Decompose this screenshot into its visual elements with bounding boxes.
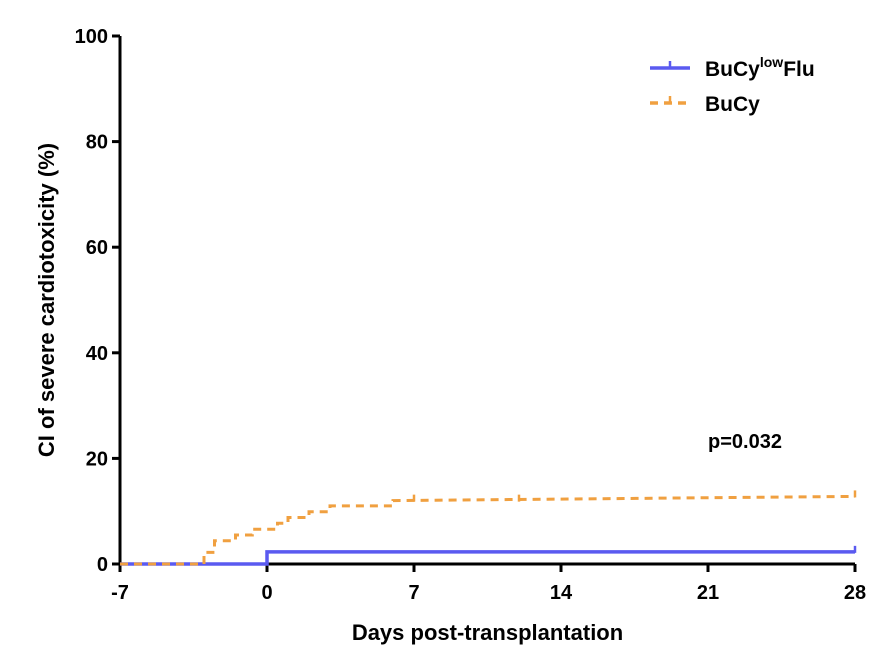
y-tick-label: 100	[75, 26, 108, 48]
axes	[112, 34, 857, 572]
x-tick-label: 28	[844, 582, 866, 604]
p-value-annotation: p=0.032	[708, 431, 782, 453]
x-tick-label: 21	[697, 582, 719, 604]
x-tick-label: 0	[261, 582, 272, 604]
legend-name: BuCy	[705, 93, 760, 116]
y-tick-label: 40	[86, 343, 108, 365]
legend-name: BuCy	[705, 58, 760, 81]
y-tick-label: 60	[86, 237, 108, 259]
series-layer	[120, 490, 857, 566]
y-tick-label: 20	[86, 448, 108, 470]
series-line-0	[120, 550, 855, 566]
legend-label-0: BuCylowFlu	[705, 54, 815, 81]
x-axis-title: Days post-transplantation	[352, 620, 623, 645]
legend-label-1: BuCy	[705, 93, 760, 116]
x-tick-label: 7	[408, 582, 419, 604]
x-tick-label: -7	[111, 582, 129, 604]
legend-name-suffix: Flu	[783, 58, 815, 81]
legend-name-sup: low	[760, 54, 783, 70]
y-axis-title: CI of severe cardiotoxicity (%)	[34, 143, 59, 457]
y-tick-label: 0	[97, 554, 108, 576]
y-tick-label: 80	[86, 132, 108, 154]
x-tick-label: 14	[550, 582, 573, 604]
series-line-1	[120, 494, 856, 566]
